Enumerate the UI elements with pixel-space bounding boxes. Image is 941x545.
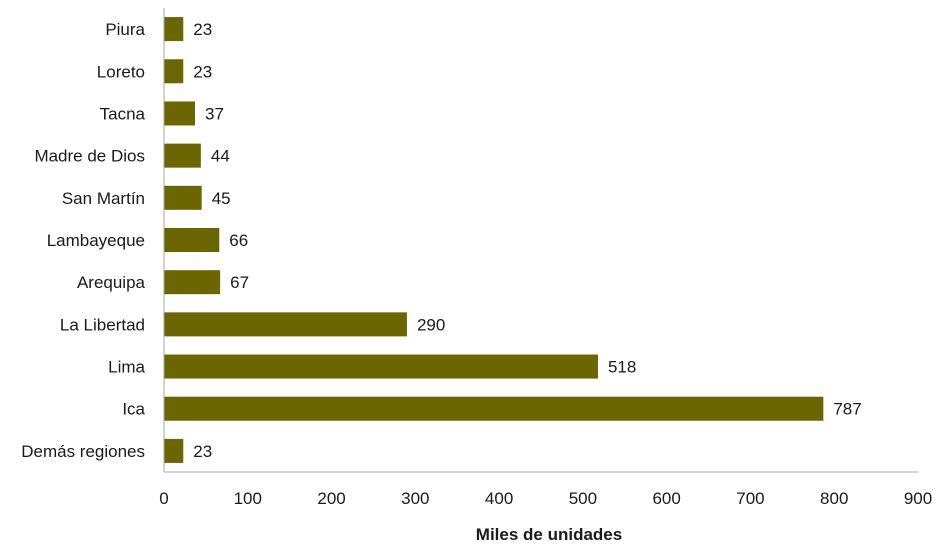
x-tick-label-100: 100 [234,489,262,508]
bar-arequipa [164,270,221,295]
category-label-ica: Ica [122,400,145,419]
category-label-demas-regiones: Demás regiones [21,442,145,461]
x-tick-label-900: 900 [904,489,932,508]
category-label-tacna: Tacna [100,104,146,123]
data-label-ica: 787 [833,400,861,419]
data-label-tacna: 37 [205,104,224,123]
bar-lambayeque [164,228,220,252]
x-tick-label-800: 800 [820,489,848,508]
x-tick-label-300: 300 [401,489,429,508]
category-labels-group: Piura Loreto Tacna Madre de Dios San Martín L… [21,20,145,461]
x-tick-label-0: 0 [159,489,168,508]
category-label-loreto: Loreto [97,62,145,81]
bar-piura [164,17,184,42]
x-tick-label-700: 700 [736,489,764,508]
data-label-demas-regiones: 23 [193,442,212,461]
data-label-la-libertad: 290 [417,315,445,334]
x-axis-label: Miles de unidades [476,525,622,544]
category-label-arequipa: Arequipa [77,273,146,292]
category-label-madre-de-dios: Madre de Dios [34,147,145,166]
x-tick-label-600: 600 [652,489,680,508]
x-tick-label-400: 400 [485,489,513,508]
bar-madre-de-dios [164,143,201,168]
bars-group [164,17,824,463]
category-label-lambayeque: Lambayeque [47,231,145,250]
category-label-piura: Piura [105,20,145,39]
bar-demas-regiones [164,438,184,463]
data-label-piura: 23 [193,20,212,39]
data-label-lambayeque: 66 [229,231,248,250]
bar-lima [164,354,598,379]
category-label-lima: Lima [108,358,145,377]
data-label-loreto: 23 [193,62,212,81]
data-label-arequipa: 67 [230,273,249,292]
data-label-madre-de-dios: 44 [211,147,230,166]
bar-ica [164,396,824,421]
category-label-san-martin: San Martín [62,189,145,208]
bar-tacna [164,101,195,126]
bar-la-libertad [164,312,407,337]
category-label-la-libertad: La Libertad [60,315,145,334]
data-label-lima: 518 [608,358,636,377]
bar-san-martin [164,185,202,210]
x-tick-label-500: 500 [569,489,597,508]
data-labels-group: 23 23 37 44 45 66 67 290 518 787 23 [193,20,861,461]
x-tick-label-200: 200 [317,489,345,508]
bar-loreto [164,59,184,84]
data-label-san-martin: 45 [212,189,231,208]
x-tick-labels-group: 0 100 200 300 400 500 600 700 800 900 [159,489,932,508]
